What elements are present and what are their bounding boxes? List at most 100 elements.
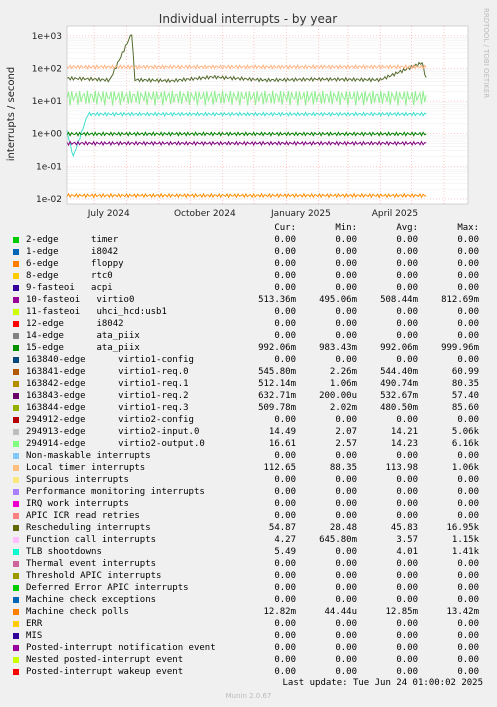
legend-label: Posted-interrupt notification event bbox=[26, 643, 216, 653]
legend-min-value: 495.06m bbox=[319, 295, 357, 305]
legend-swatch bbox=[13, 381, 19, 387]
legend-label: 8-edge rtc0 bbox=[26, 271, 113, 281]
legend-row: 15-edge ata_piix 992.06m 983.43m 992.06m 999… bbox=[0, 342, 497, 354]
legend-swatch bbox=[13, 525, 19, 531]
legend-min-value: 88.35 bbox=[329, 463, 357, 473]
legend-avg-value: 0.00 bbox=[396, 583, 418, 593]
legend-cur-value: 0.00 bbox=[274, 271, 296, 281]
legend-avg-value: 0.00 bbox=[396, 259, 418, 269]
legend-max-value: 0.00 bbox=[457, 307, 479, 317]
series-line bbox=[66, 131, 427, 137]
legend-row: ERR 0.00 0.00 0.00 0.00 bbox=[0, 618, 497, 630]
legend-cur-value: 0.00 bbox=[274, 499, 296, 509]
legend-row: TLB shootdowns 5.49 0.00 4.01 1.41k bbox=[0, 546, 497, 558]
legend-swatch bbox=[13, 297, 19, 303]
legend-label: 11-fasteoi uhci_hcd:usb1 bbox=[26, 307, 167, 317]
y-tick-label: 1e+00 bbox=[32, 130, 63, 140]
legend-max-value: 0.00 bbox=[457, 247, 479, 257]
legend-avg-value: 508.44m bbox=[380, 295, 418, 305]
legend-swatch bbox=[13, 609, 19, 615]
legend-avg-value: 0.00 bbox=[396, 595, 418, 605]
legend-max-value: 0.00 bbox=[457, 331, 479, 341]
legend-row: 294913-edge virtio2-input.0 14.49 2.07 14.2… bbox=[0, 426, 497, 438]
legend-swatch bbox=[13, 417, 19, 423]
y-tick-label: 1e-01 bbox=[36, 162, 62, 172]
legend-label: 10-fasteoi virtio0 bbox=[26, 295, 135, 305]
legend-max-value: 0.00 bbox=[457, 487, 479, 497]
legend-avg-value: 0.00 bbox=[396, 631, 418, 641]
legend-swatch bbox=[13, 501, 19, 507]
interrupts-chart: 1e+03 1e+02 1e+01 1e+00 1e-01 1e-02 July 2024 O… bbox=[6, 8, 490, 219]
legend-min-value: 0.00 bbox=[335, 415, 357, 425]
y-tick-label: 1e+03 bbox=[32, 32, 62, 42]
legend-row: 1-edge i8042 0.00 0.00 0.00 0.00 bbox=[0, 246, 497, 258]
munin-version: Munin 2.0.67 bbox=[225, 692, 272, 700]
legend-avg-value: 45.83 bbox=[390, 523, 418, 533]
legend-min-value: 0.00 bbox=[335, 643, 357, 653]
legend-max-value: 0.00 bbox=[457, 619, 479, 629]
legend-min-value: 200.00u bbox=[319, 391, 357, 401]
legend-min-value: 0.00 bbox=[335, 283, 357, 293]
y-tick-label: 1e-02 bbox=[36, 195, 62, 205]
legend-max-value: 60.99 bbox=[451, 367, 479, 377]
legend-min-value: 0.00 bbox=[335, 547, 357, 557]
legend-row: Local timer interrupts 112.65 88.35 113.98 1… bbox=[0, 462, 497, 474]
legend-label: Function call interrupts bbox=[26, 535, 157, 545]
legend-min-value: 0.00 bbox=[335, 487, 357, 497]
legend-row: Posted-interrupt wakeup event 0.00 0.00 0.0… bbox=[0, 666, 497, 678]
legend-avg-value: 480.50m bbox=[380, 403, 418, 413]
legend-table: Cur: Min: Avg: Max: 2-edge timer 0.00 0.00… bbox=[0, 222, 497, 678]
legend-label: 163841-edge virtio1-req.0 bbox=[26, 367, 189, 377]
legend-min-value: 0.00 bbox=[335, 583, 357, 593]
legend-min-value: 0.00 bbox=[335, 667, 357, 677]
header-avg: Avg: bbox=[396, 223, 418, 233]
legend-min-value: 0.00 bbox=[335, 259, 357, 269]
last-update-text: Last update: Tue Jun 24 01:00:02 2025 bbox=[282, 678, 483, 688]
legend-avg-value: 992.06m bbox=[380, 343, 418, 353]
legend-min-value: 0.00 bbox=[335, 271, 357, 281]
legend-cur-value: 0.00 bbox=[274, 451, 296, 461]
legend-row: MIS 0.00 0.00 0.00 0.00 bbox=[0, 630, 497, 642]
legend-max-value: 85.60 bbox=[451, 403, 479, 413]
legend-row: 163842-edge virtio1-req.1 512.14m 1.06m 490… bbox=[0, 378, 497, 390]
legend-min-value: 0.00 bbox=[335, 355, 357, 365]
legend-max-value: 6.16k bbox=[451, 439, 479, 449]
legend-avg-value: 0.00 bbox=[396, 283, 418, 293]
legend-cur-value: 0.00 bbox=[274, 583, 296, 593]
header-min: Min: bbox=[335, 223, 357, 233]
legend-cur-value: 0.00 bbox=[274, 319, 296, 329]
legend-max-value: 812.69m bbox=[441, 295, 479, 305]
legend-min-value: 645.80m bbox=[319, 535, 357, 545]
legend-swatch bbox=[13, 453, 19, 459]
legend-cur-value: 0.00 bbox=[274, 655, 296, 665]
legend-min-value: 0.00 bbox=[335, 307, 357, 317]
legend-avg-value: 113.98 bbox=[385, 463, 418, 473]
legend-cur-value: 0.00 bbox=[274, 235, 296, 245]
legend-swatch bbox=[13, 369, 19, 375]
legend-min-value: 0.00 bbox=[335, 595, 357, 605]
legend-row: IRQ work interrupts 0.00 0.00 0.00 0.00 bbox=[0, 498, 497, 510]
legend-label: 9-fasteoi acpi bbox=[26, 283, 113, 293]
legend-swatch bbox=[13, 549, 19, 555]
legend-avg-value: 0.00 bbox=[396, 643, 418, 653]
legend-max-value: 1.15k bbox=[451, 535, 479, 545]
legend-cur-value: 14.49 bbox=[268, 427, 296, 437]
legend-row: Deferred Error APIC interrupts 0.00 0.00 0.… bbox=[0, 582, 497, 594]
x-tick-label: April 2025 bbox=[372, 209, 418, 219]
legend-row: Posted-interrupt notification event 0.00 0… bbox=[0, 642, 497, 654]
legend-avg-value: 0.00 bbox=[396, 667, 418, 677]
legend-row: 294912-edge virtio2-config 0.00 0.00 0.00 0.… bbox=[0, 414, 497, 426]
legend-avg-value: 12.85m bbox=[385, 607, 418, 617]
legend-row: Machine check polls 12.82m 44.44u 12.85m 13.… bbox=[0, 606, 497, 618]
legend-avg-value: 0.00 bbox=[396, 247, 418, 257]
legend-row: 163841-edge virtio1-req.0 545.80m 2.26m 544… bbox=[0, 366, 497, 378]
legend-row: Function call interrupts 4.27 645.80m 3.57 1… bbox=[0, 534, 497, 546]
legend-cur-value: 0.00 bbox=[274, 283, 296, 293]
legend-row: 12-edge i8042 0.00 0.00 0.00 0.00 bbox=[0, 318, 497, 330]
legend-row: 6-edge floppy 0.00 0.00 0.00 0.00 bbox=[0, 258, 497, 270]
legend-label: Thermal event interrupts bbox=[26, 559, 157, 569]
legend-label: Posted-interrupt wakeup event bbox=[26, 667, 184, 677]
legend-max-value: 0.00 bbox=[457, 595, 479, 605]
legend-avg-value: 490.74m bbox=[380, 379, 418, 389]
legend-min-value: 0.00 bbox=[335, 619, 357, 629]
